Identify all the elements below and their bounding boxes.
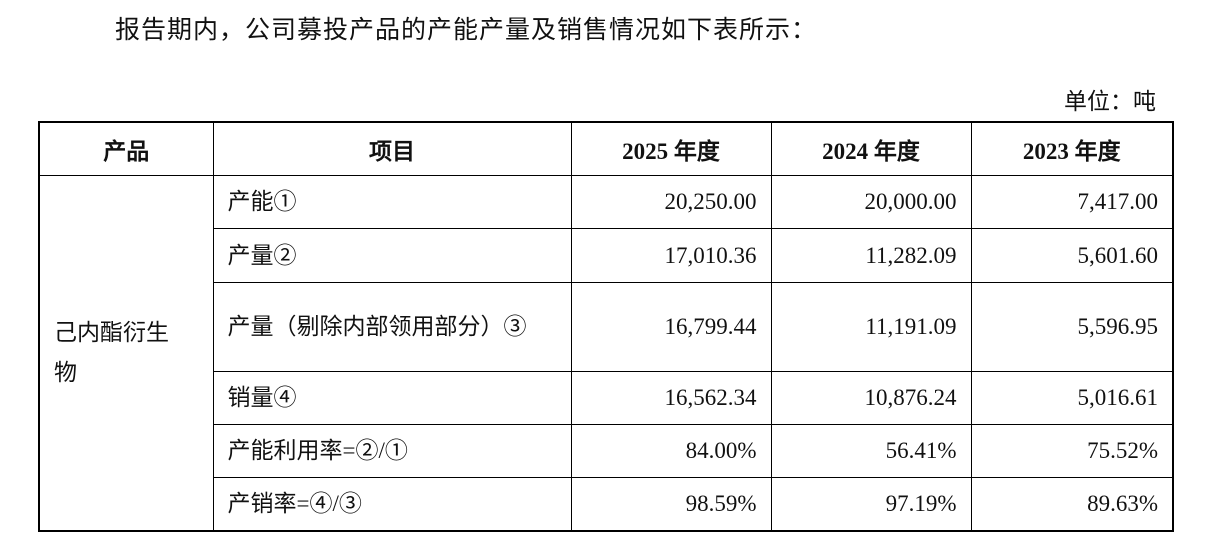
item-label: 产能利用率=②/① [227,438,408,463]
value-cell: 7,417.00 [970,175,1174,229]
value-cell: 20,250.00 [570,175,772,229]
value-cell: 89.63% [970,477,1174,531]
header-cell: 项目 [212,121,572,176]
value-cell: 84.00% [570,424,772,478]
value-cell: 16,562.34 [570,371,772,425]
item-cell: 产能① [212,175,572,229]
unit-text: 单位：吨 [1064,89,1156,114]
value-cell: 11,282.09 [770,228,972,283]
value-cell: 97.19% [770,477,972,531]
value-cell: 17,010.36 [570,228,772,283]
item-label: 产量② [227,242,297,268]
item-cell: 产量② [212,228,572,283]
value-cell: 5,596.95 [970,282,1174,372]
table-row: 己内酯衍生物 产能① 20,250.00 20,000.00 7,417.00 [38,175,1174,531]
value-cell: 98.59% [570,477,772,531]
header-row: 产品 项目 2025 年度 2024 年度 2023 年度 [38,121,1174,176]
item-label: 产能① [227,189,297,214]
table-body: 己内酯衍生物 产能① 20,250.00 20,000.00 7,417.00 产量② 17… [38,175,1174,531]
item-label: 产销率=④/③ [227,490,362,516]
table-row: 产量（剔除内部领用部分）③ 16,799.44 11,191.09 5,596.95 [39,282,1174,372]
header-cell: 产品 [38,121,214,176]
item-label: 产量（剔除内部领用部分）③ [227,314,527,339]
header-cell: 2025 年度 [570,121,772,176]
value-cell: 11,191.09 [770,282,972,372]
value-cell: 5,601.60 [970,228,1174,283]
value-cell: 56.41% [770,424,972,478]
item-cell: 产能利用率=②/① [212,424,572,478]
item-cell: 产销率=④/③ [212,477,572,531]
value-cell: 16,799.44 [570,282,772,372]
item-label: 销量④ [227,385,297,410]
value-cell: 10,876.24 [770,371,972,425]
intro-text: 报告期内，公司募投产品的产能产量及销售情况如下表所示： [115,17,818,44]
table: 产品 项目 2025 年度 2024 年度 2023 年度 己内酯衍生物 产能① 20,25… [38,121,1174,532]
product-name: 己内酯衍生物 [54,319,169,385]
header-cell: 2024 年度 [770,121,972,176]
table-row: 销量④ 16,562.34 10,876.24 5,016.61 [39,371,1174,425]
table-row: 产能利用率=②/① 84.00% 56.41% 75.52% [39,424,1174,478]
item-cell: 销量④ [212,371,572,425]
value-cell: 75.52% [970,424,1174,478]
value-cell: 20,000.00 [770,175,972,229]
table-row: 产销率=④/③ 98.59% 97.19% 89.63% [39,477,1174,531]
product-cell: 己内酯衍生物 [38,175,214,531]
header-cell: 2023 年度 [970,121,1174,176]
item-cell: 产量（剔除内部领用部分）③ [212,282,572,372]
value-cell: 5,016.61 [970,371,1174,425]
